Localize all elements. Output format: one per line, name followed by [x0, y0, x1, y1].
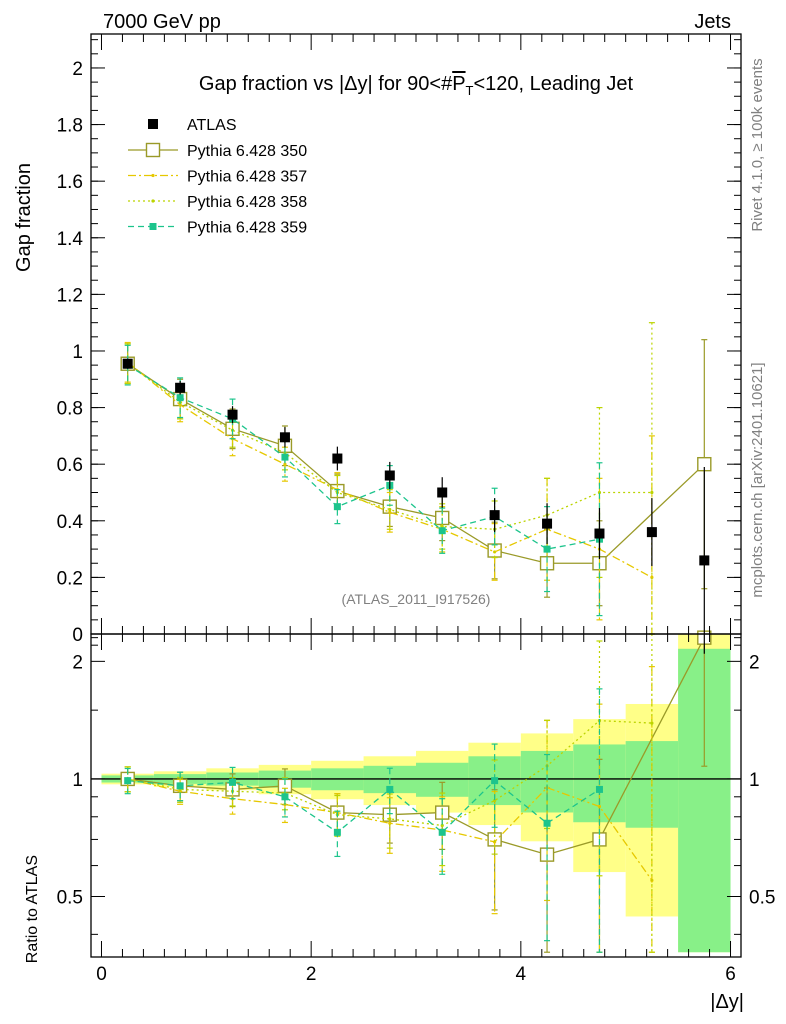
x-tick-label: 0 — [96, 964, 107, 985]
atlas-point — [384, 470, 395, 481]
series-pythia-6.428-359 — [124, 344, 603, 953]
legend: ATLAS Pythia 6.428 350 Pythia 6.428 357 Pyt… — [128, 117, 307, 237]
atlas-point — [122, 358, 133, 369]
y-tick-label: 1 — [72, 342, 83, 363]
marker-pythia-6.428-359 — [386, 785, 394, 793]
marker-pythia-6.428-359 — [229, 778, 237, 786]
x-tick-label: 6 — [725, 964, 736, 985]
title-suffix: <120, Leading Jet — [474, 73, 634, 95]
title-pt-sub: T — [466, 83, 474, 98]
marker-pythia-6.428-358 — [388, 817, 392, 821]
marker-pythia-6.428-358 — [440, 823, 444, 828]
marker-pythia-6.428-359 — [149, 223, 157, 230]
marker-pythia-6.428-359 — [491, 777, 499, 785]
ratio-tick-label-right: 1 — [749, 770, 760, 791]
ratio-tick-label-left: 0.5 — [57, 888, 83, 909]
x-tick-label: 4 — [516, 964, 527, 985]
y-tick-label: 2 — [72, 59, 83, 80]
marker-pythia-6.428-359 — [281, 453, 289, 461]
legend-atlas-marker — [148, 119, 158, 129]
legend-pythia-6.428-358-label: Pythia 6.428 358 — [187, 194, 307, 211]
marker-pythia-6.428-359 — [543, 545, 551, 553]
axes-layer: 0 0.2 0.4 0.6 0.8 1 1.2 1.4 1.6 1.8 2 0.5 0.5 1 1 2 2 0 2 4… — [57, 33, 775, 985]
series-pythia-6.428-359-line — [127, 364, 600, 550]
legend-pythia-6.428-350-label: Pythia 6.428 350 — [187, 143, 307, 160]
y-tick-label: 1.8 — [57, 116, 83, 137]
rivet-label: Rivet 4.1.0, ≥ 100k events — [749, 58, 766, 231]
marker-pythia-6.428-357 — [388, 821, 392, 825]
y-tick-label: 0.2 — [57, 568, 83, 589]
ratio-tick-label-right: 0.5 — [749, 888, 775, 909]
atlas-point — [279, 432, 290, 443]
marker-pythia-6.428-359 — [438, 828, 446, 836]
legend-atlas-label: ATLAS — [187, 117, 237, 134]
marker-pythia-6.428-359 — [438, 527, 446, 535]
atlas-point — [646, 527, 657, 538]
marker-pythia-6.428-359 — [543, 819, 551, 827]
marker-pythia-6.428-359 — [124, 777, 132, 785]
title-pt: P — [452, 73, 465, 95]
marker-pythia-6.428-358 — [650, 721, 654, 725]
atlas-point — [332, 453, 343, 464]
atlas-point — [175, 382, 186, 393]
series-pythia-6.428-357-line — [127, 361, 653, 578]
uncertainty-bands — [91, 634, 741, 953]
atlas-point — [437, 487, 448, 498]
marker-pythia-6.428-350 — [145, 142, 161, 158]
marker-pythia-6.428-358 — [650, 490, 654, 495]
series-atlas — [122, 358, 710, 654]
marker-pythia-6.428-357 — [151, 173, 155, 178]
marker-pythia-6.428-359 — [281, 793, 289, 801]
marker-pythia-6.428-357 — [283, 462, 287, 466]
atlas-point — [699, 555, 710, 566]
header-left: 7000 GeV pp — [103, 11, 221, 33]
marker-pythia-6.428-357 — [388, 510, 392, 514]
ratio-tick-label-left: 2 — [72, 652, 83, 673]
series-pythia-6.428-357-ratio-line — [127, 778, 653, 881]
x-axis-title: |Δy| — [710, 991, 744, 1013]
y-tick-label: 0.4 — [57, 512, 84, 533]
y-tick-label: 1.2 — [57, 285, 83, 306]
series-pythia-6.428-350-line — [127, 363, 705, 564]
y-axis-title: Gap fraction — [13, 163, 35, 272]
marker-pythia-6.428-358 — [597, 490, 602, 495]
analysis-watermark: (ATLAS_2011_I917526) — [342, 591, 491, 607]
x-tick-label: 2 — [306, 964, 317, 985]
marker-pythia-6.428-358 — [151, 199, 155, 203]
header-right: Jets — [694, 11, 731, 33]
y-tick-label: 1.4 — [57, 229, 84, 250]
marker-pythia-6.428-359 — [176, 782, 184, 790]
y-tick-label: 1.6 — [57, 172, 83, 193]
legend-pythia-6.428-359-label: Pythia 6.428 359 — [187, 220, 307, 237]
marker-pythia-6.428-357 — [178, 403, 182, 407]
marker-pythia-6.428-359 — [333, 503, 341, 511]
marker-pythia-6.428-359 — [595, 785, 603, 793]
atlas-point — [227, 409, 238, 420]
atlas-point — [594, 528, 605, 539]
atlas-point — [489, 510, 500, 521]
marker-pythia-6.428-358 — [388, 507, 392, 512]
marker-pythia-6.428-359 — [176, 394, 184, 402]
ratio-axis-title: Ratio to ATLAS — [24, 855, 41, 963]
legend-pythia-6.428-357-label: Pythia 6.428 357 — [187, 169, 307, 186]
y-tick-label: 0.8 — [57, 399, 83, 420]
title-prefix: Gap fraction vs |Δy| for 90<# — [199, 73, 453, 95]
ratio-tick-label-left: 1 — [72, 770, 83, 791]
plot-title: Gap fraction vs |Δy| for 90<#PT<120, Lea… — [199, 73, 634, 98]
series-pythia-6.428-359-ratio-line — [127, 779, 600, 834]
y-tick-label: 0 — [72, 625, 83, 646]
marker-pythia-6.428-359 — [333, 828, 341, 836]
series-layer — [120, 322, 712, 953]
mcplots-label: mcplots.cern.ch [arXiv:2401.10621] — [749, 362, 766, 597]
ratio-tick-label-right: 2 — [749, 652, 760, 673]
marker-pythia-6.428-358 — [493, 799, 497, 803]
atlas-point — [542, 518, 553, 529]
y-tick-label: 0.6 — [57, 455, 83, 476]
marker-pythia-6.428-357 — [650, 575, 654, 579]
